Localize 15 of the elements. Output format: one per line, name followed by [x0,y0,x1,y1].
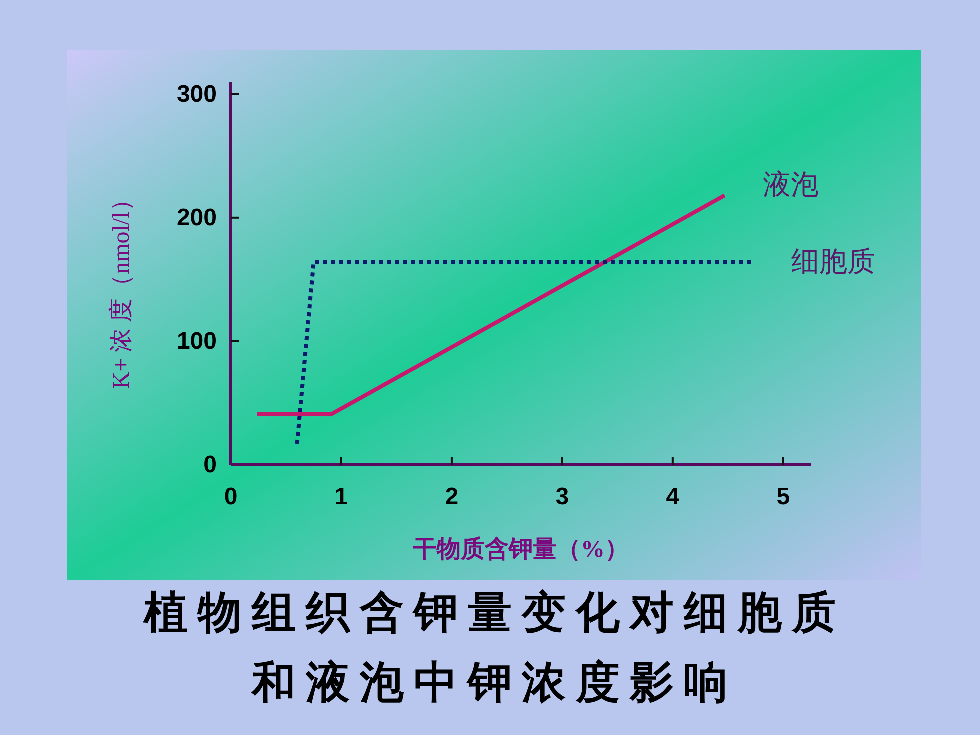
y-tick-label: 200 [176,204,217,232]
x-tick-label: 5 [776,484,790,510]
y-tick-label: 0 [204,452,217,478]
x-axis-title: 干物质含钾量（%） [412,536,629,563]
x-tick-label: 4 [666,484,680,510]
y-axis-title: K+ 浓 度（nmol/l） [108,188,135,390]
y-tick-label: 300 [176,80,217,108]
x-tick-label: 1 [334,484,348,510]
series-label: 细胞质 [792,246,876,278]
y-tick-label: 100 [176,328,217,355]
x-tick-label: 2 [445,484,459,510]
text: 植物组织含钾量变化对细胞质和液泡中钾浓度影响 [143,588,846,708]
x-tick-label: 0 [224,484,238,510]
series-label: 液泡 [762,170,819,202]
x-tick-label: 3 [556,484,570,510]
